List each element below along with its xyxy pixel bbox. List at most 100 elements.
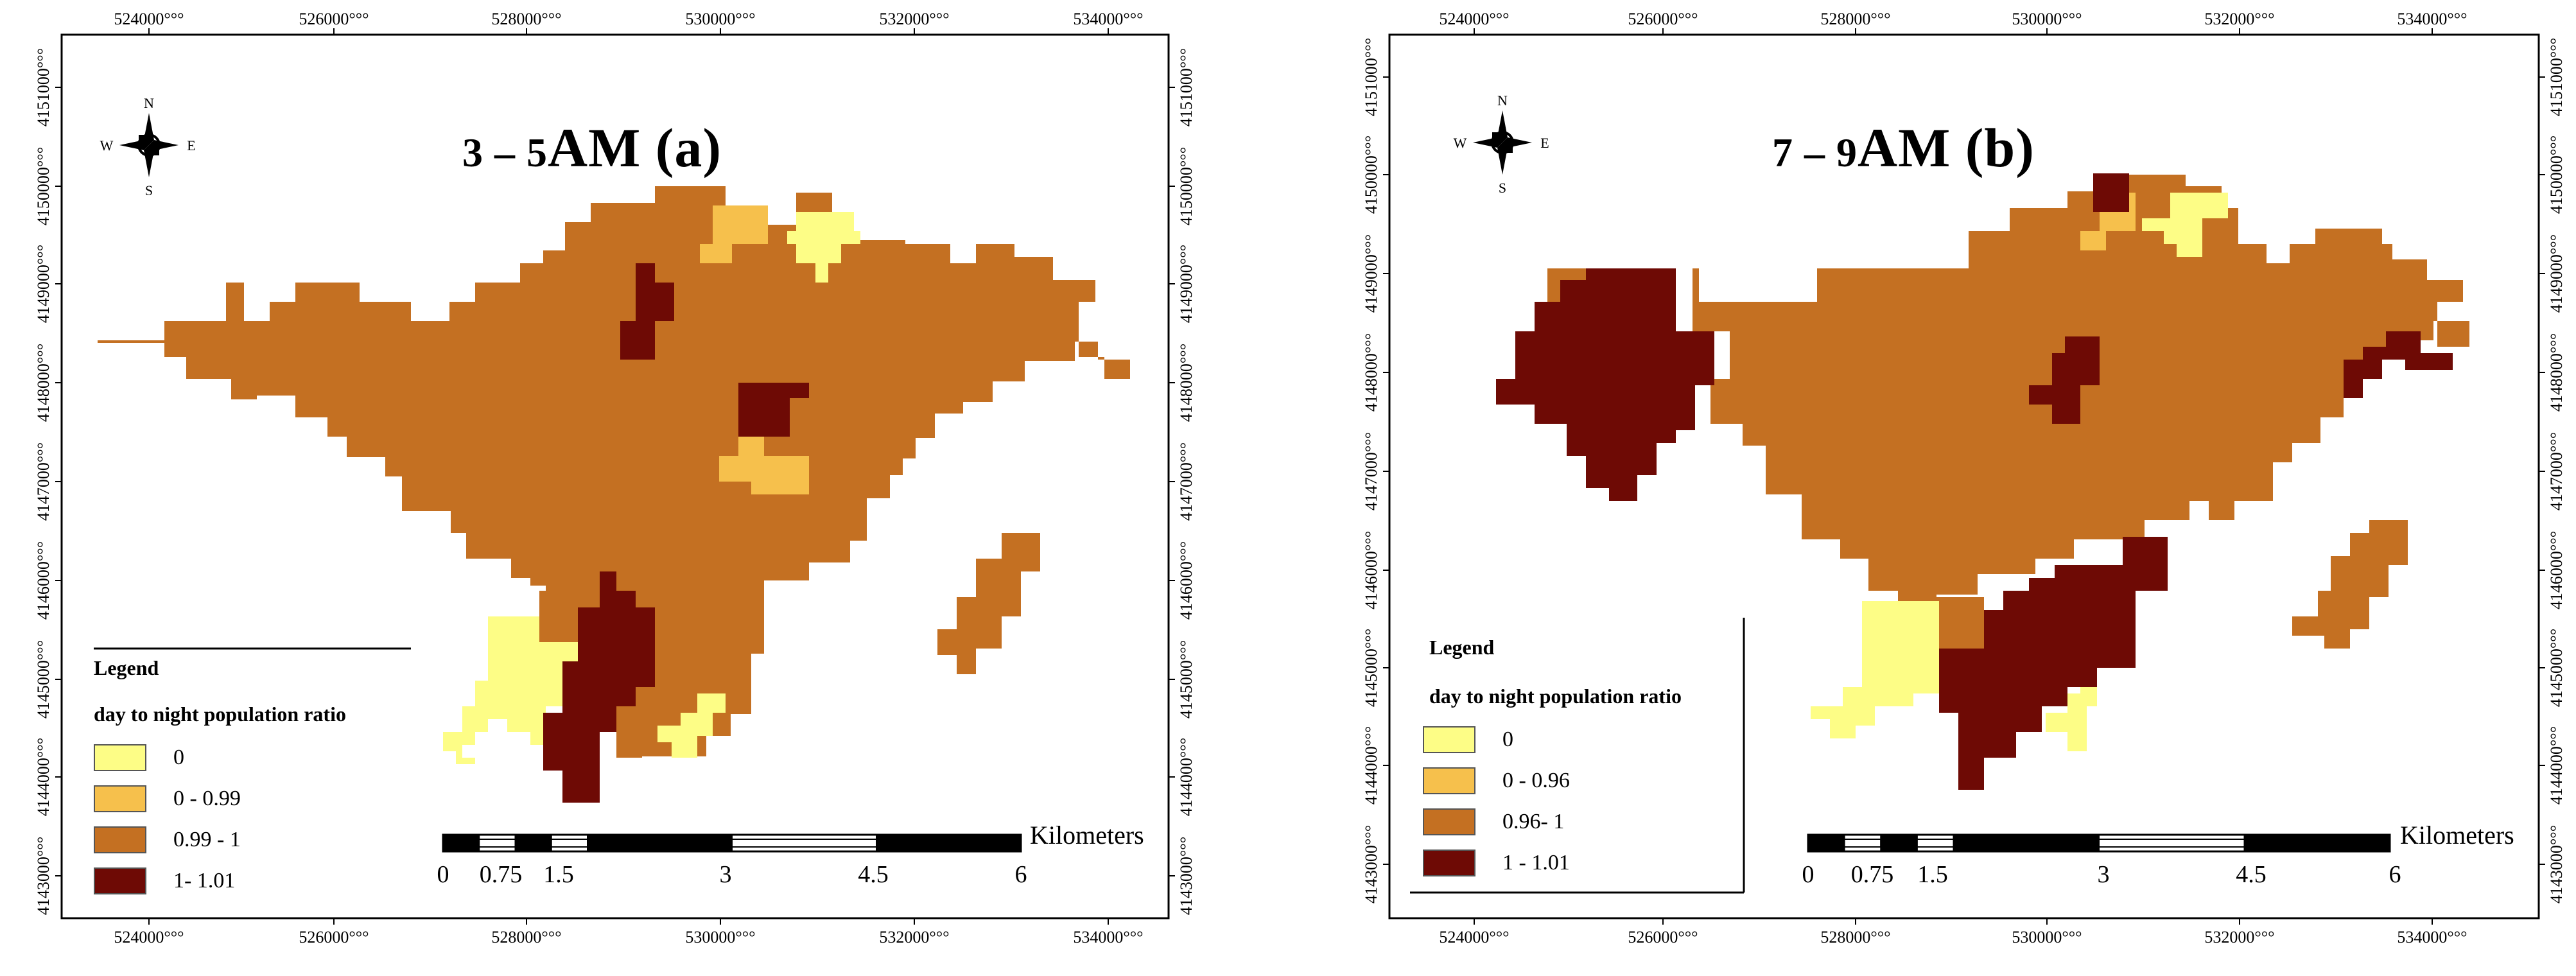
y-tick-label-left: 4146000°°° bbox=[34, 541, 53, 620]
legend-label: 1 - 1.01 bbox=[1502, 851, 1570, 875]
y-tick-label-right: 4148000°°° bbox=[1177, 344, 1196, 422]
y-tick-label-right: 4149000°°° bbox=[1177, 245, 1196, 323]
x-tick-label-top: 532000°°° bbox=[2204, 10, 2274, 28]
scale-bar-unit: Kilometers bbox=[2400, 821, 2514, 850]
scale-bar-label: 4.5 bbox=[858, 861, 889, 888]
legend-a: Legend day to night population ratio 0 0… bbox=[94, 649, 428, 918]
class-1-1.01-south bbox=[543, 571, 655, 803]
legend-swatch bbox=[1423, 808, 1475, 835]
scale-bar-label: 0.75 bbox=[480, 861, 523, 888]
class-1-1.01-west bbox=[1496, 268, 1714, 501]
y-tick-label-left: 4145000°°° bbox=[34, 640, 53, 719]
scale-bar-label: 4.5 bbox=[2236, 861, 2267, 888]
y-tick-label-left: 4148000°°° bbox=[1362, 333, 1380, 412]
scale-bar-label: 1.5 bbox=[1917, 861, 1948, 888]
north-arrow-compass-icon bbox=[119, 113, 178, 177]
legend-swatch bbox=[94, 826, 146, 853]
legend-label: 0.99 - 1 bbox=[173, 828, 241, 851]
scale-bar-segment bbox=[478, 839, 516, 848]
y-tick-label-left: 4147000°°° bbox=[34, 442, 53, 521]
y-tick-label-right: 4146000°°° bbox=[2547, 531, 2566, 609]
legend-bg bbox=[1410, 616, 1744, 893]
scale-bar-segment bbox=[2098, 839, 2245, 848]
y-tick-label-left: 4151000°°° bbox=[1362, 38, 1380, 116]
y-axis-ticks-right: 4151000°°° 4150000°°° 4149000°°° 4148000°°°… bbox=[2539, 38, 2566, 903]
scale-bar-segment bbox=[1880, 834, 1918, 852]
compass-east-label: E bbox=[187, 137, 195, 153]
scale-bar-segment bbox=[1953, 834, 2100, 852]
study-area-class-0.99-1 bbox=[98, 186, 1130, 756]
compass-labels: N S E W bbox=[100, 95, 196, 198]
map-panel-a: 524000°°° 524000°°° 526000°°° 526000°°° 5280… bbox=[0, 0, 1278, 976]
y-tick-label-left: 4149000°°° bbox=[34, 245, 53, 323]
scale-bar-label: 3 bbox=[720, 861, 732, 888]
x-axis-ticks: 524000°°° 524000°°° 526000°°° 526000°°° 5280… bbox=[1439, 10, 2467, 946]
scale-bar-label: 6 bbox=[2389, 861, 2401, 888]
class-0-north bbox=[787, 212, 860, 283]
x-tick-label-bottom: 524000°°° bbox=[1439, 928, 1509, 946]
x-tick-label-bottom: 534000°°° bbox=[2397, 928, 2467, 946]
legend-subtitle: day to night population ratio bbox=[94, 702, 346, 726]
x-tick-label-top: 534000°°° bbox=[2397, 10, 2467, 28]
class-1-1.01-north bbox=[620, 263, 674, 360]
x-tick-label-bottom: 532000°°° bbox=[879, 928, 949, 946]
y-tick-label-right: 4143000°°° bbox=[2547, 825, 2566, 903]
y-tick-label-left: 4150000°°° bbox=[34, 147, 53, 225]
compass-east-label: E bbox=[1540, 135, 1549, 151]
class-0-south bbox=[657, 693, 726, 758]
legend-item: 0 - 0.96 bbox=[1423, 765, 1570, 796]
legend-subtitle: day to night population ratio bbox=[1429, 684, 1682, 708]
y-tick-label-left: 4145000°°° bbox=[1362, 629, 1380, 707]
x-tick-label-top: 530000°°° bbox=[2012, 10, 2082, 28]
legend-label: 0 - 0.99 bbox=[173, 787, 241, 810]
x-tick-label-bottom: 526000°°° bbox=[299, 928, 369, 946]
scale-bar-segment bbox=[731, 839, 877, 848]
legend-item: 0.96- 1 bbox=[1423, 806, 1564, 837]
class-0-north bbox=[2142, 193, 2228, 257]
legend-label: 1- 1.01 bbox=[173, 869, 236, 893]
y-tick-label-right: 4149000°°° bbox=[2547, 234, 2566, 313]
compass-west-label: W bbox=[100, 137, 114, 153]
legend-label: 0 bbox=[173, 745, 184, 769]
y-tick-label-right: 4143000°°° bbox=[1177, 837, 1196, 915]
scale-bar-label: 0 bbox=[437, 861, 449, 888]
y-tick-label-left: 4143000°°° bbox=[34, 837, 53, 915]
y-tick-label-left: 4144000°°° bbox=[1362, 726, 1380, 805]
legend-item: 1- 1.01 bbox=[94, 866, 235, 896]
y-tick-label-right: 4147000°°° bbox=[1177, 442, 1196, 521]
x-tick-label-top: 524000°°° bbox=[1439, 10, 1509, 28]
y-tick-label-right: 4144000°°° bbox=[1177, 738, 1196, 816]
scale-bar-segment bbox=[2243, 834, 2390, 852]
x-tick-label-top: 528000°°° bbox=[1820, 10, 1890, 28]
class-1-1.01-center bbox=[738, 383, 809, 437]
scale-bar-label: 0 bbox=[1802, 861, 1815, 888]
y-tick-label-left: 4143000°°° bbox=[1362, 825, 1380, 903]
class-1-1.01-north bbox=[2093, 173, 2129, 212]
x-tick-label-bottom: 534000°°° bbox=[1073, 928, 1143, 946]
map-frame-a: 524000°°° 524000°°° 526000°°° 526000°°° 5280… bbox=[34, 10, 1196, 946]
legend-swatch bbox=[94, 744, 146, 771]
y-tick-label-left: 4147000°°° bbox=[1362, 432, 1380, 510]
y-tick-label-left: 4144000°°° bbox=[34, 738, 53, 816]
compass-labels: N S E W bbox=[1454, 92, 1549, 196]
scale-bar-label: 6 bbox=[1015, 861, 1027, 888]
legend-title: Legend bbox=[94, 656, 159, 679]
map-panel-b: 524000°°° 524000°°° 526000°°° 526000°°° 5280… bbox=[1362, 0, 2576, 976]
study-area-class-0.96-1 bbox=[1419, 175, 2469, 614]
legend-label: 0 - 0.96 bbox=[1502, 769, 1570, 792]
y-tick-label-right: 4145000°°° bbox=[2547, 629, 2566, 707]
scale-bar-segment bbox=[442, 834, 480, 852]
map-title-b: 7 – 9AM (b) bbox=[1772, 117, 2035, 179]
legend-swatch bbox=[1423, 726, 1475, 753]
legend-swatch bbox=[1423, 850, 1475, 876]
compass-north-label: N bbox=[1497, 92, 1508, 109]
legend-label: 0.96- 1 bbox=[1502, 810, 1565, 833]
x-tick-label-top: 534000°°° bbox=[1073, 10, 1143, 28]
x-tick-label-top: 524000°°° bbox=[114, 10, 184, 28]
scale-bar-segment bbox=[550, 839, 588, 848]
scale-bar-label: 0.75 bbox=[1851, 861, 1894, 888]
map-frame-b: 524000°°° 524000°°° 526000°°° 526000°°° 5280… bbox=[1362, 10, 2566, 946]
x-tick-label-bottom: 528000°°° bbox=[491, 928, 561, 946]
